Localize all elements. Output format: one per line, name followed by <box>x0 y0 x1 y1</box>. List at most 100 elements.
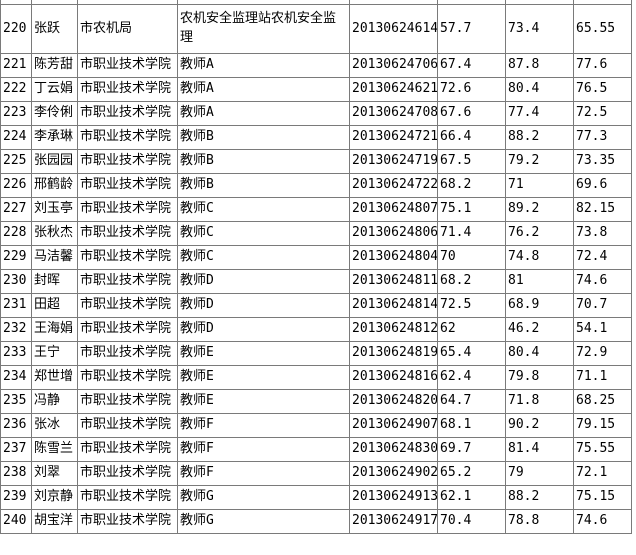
cell-position[interactable]: 教师A <box>177 53 350 78</box>
cell-position[interactable]: 教师F <box>177 437 350 462</box>
cell-exam-id[interactable]: 20130624830 <box>349 437 438 462</box>
cell-organization[interactable]: 市职业技术学院 <box>77 437 178 462</box>
cell-score-1[interactable]: 64.7 <box>437 389 506 414</box>
cell-score-3[interactable]: 72.1 <box>573 461 632 486</box>
cell-position[interactable]: 教师D <box>177 317 350 342</box>
cell-organization[interactable]: 市职业技术学院 <box>77 389 178 414</box>
cell-score-3[interactable]: 76.5 <box>573 77 632 102</box>
cell-exam-id[interactable]: 20130624721 <box>349 125 438 150</box>
cell-exam-id[interactable]: 20130624614 <box>349 4 438 54</box>
cell-score-1[interactable]: 62.4 <box>437 365 506 390</box>
cell-score-3[interactable]: 68.25 <box>573 389 632 414</box>
cell-score-1[interactable]: 75.1 <box>437 197 506 222</box>
cell-exam-id[interactable]: 20130624907 <box>349 413 438 438</box>
cell-exam-id[interactable]: 20130624812 <box>349 317 438 342</box>
cell-organization[interactable]: 市职业技术学院 <box>77 197 178 222</box>
cell-position[interactable]: 农机安全监理站农机安全监理 <box>177 4 350 54</box>
cell-name[interactable]: 王宁 <box>31 341 78 366</box>
cell-position[interactable]: 教师F <box>177 413 350 438</box>
cell-organization[interactable]: 市职业技术学院 <box>77 293 178 318</box>
cell-score-2[interactable]: 90.2 <box>505 413 574 438</box>
cell-score-3[interactable]: 70.7 <box>573 293 632 318</box>
cell-position[interactable]: 教师D <box>177 293 350 318</box>
cell-exam-id[interactable]: 20130624722 <box>349 173 438 198</box>
cell-exam-id[interactable]: 20130624806 <box>349 221 438 246</box>
cell-name[interactable]: 冯静 <box>31 389 78 414</box>
cell-organization[interactable]: 市职业技术学院 <box>77 125 178 150</box>
cell-score-2[interactable]: 77.4 <box>505 101 574 126</box>
cell-row-number[interactable]: 233 <box>0 341 32 366</box>
cell-score-3[interactable]: 77.3 <box>573 125 632 150</box>
cell-name[interactable]: 刘翠 <box>31 461 78 486</box>
cell-score-2[interactable]: 73.4 <box>505 4 574 54</box>
cell-score-1[interactable]: 62 <box>437 317 506 342</box>
cell-name[interactable]: 张冰 <box>31 413 78 438</box>
cell-name[interactable]: 胡宝洋 <box>31 509 78 534</box>
cell-organization[interactable]: 市职业技术学院 <box>77 269 178 294</box>
cell-score-3[interactable]: 77.6 <box>573 53 632 78</box>
cell-score-3[interactable]: 73.35 <box>573 149 632 174</box>
cell-organization[interactable]: 市职业技术学院 <box>77 77 178 102</box>
cell-row-number[interactable]: 228 <box>0 221 32 246</box>
cell-score-1[interactable]: 72.6 <box>437 77 506 102</box>
cell-score-3[interactable]: 72.5 <box>573 101 632 126</box>
cell-name[interactable]: 陈芳甜 <box>31 53 78 78</box>
cell-score-2[interactable]: 71.8 <box>505 389 574 414</box>
cell-score-2[interactable]: 79.8 <box>505 365 574 390</box>
cell-score-3[interactable]: 54.1 <box>573 317 632 342</box>
cell-score-3[interactable]: 72.4 <box>573 245 632 270</box>
cell-name[interactable]: 陈雪兰 <box>31 437 78 462</box>
cell-position[interactable]: 教师B <box>177 125 350 150</box>
cell-position[interactable]: 教师G <box>177 509 350 534</box>
cell-position[interactable]: 教师E <box>177 341 350 366</box>
cell-row-number[interactable]: 227 <box>0 197 32 222</box>
cell-position[interactable]: 教师A <box>177 101 350 126</box>
cell-score-1[interactable]: 69.7 <box>437 437 506 462</box>
cell-name[interactable]: 张园园 <box>31 149 78 174</box>
cell-name[interactable]: 李承琳 <box>31 125 78 150</box>
cell-score-1[interactable]: 66.4 <box>437 125 506 150</box>
cell-name[interactable]: 邢鹤龄 <box>31 173 78 198</box>
cell-score-3[interactable]: 65.55 <box>573 4 632 54</box>
cell-row-number[interactable]: 234 <box>0 365 32 390</box>
cell-score-2[interactable]: 87.8 <box>505 53 574 78</box>
cell-row-number[interactable]: 230 <box>0 269 32 294</box>
cell-position[interactable]: 教师A <box>177 77 350 102</box>
cell-score-2[interactable]: 88.2 <box>505 125 574 150</box>
cell-row-number[interactable]: 229 <box>0 245 32 270</box>
cell-score-3[interactable]: 74.6 <box>573 269 632 294</box>
cell-row-number[interactable]: 238 <box>0 461 32 486</box>
cell-position[interactable]: 教师D <box>177 269 350 294</box>
cell-row-number[interactable]: 225 <box>0 149 32 174</box>
cell-organization[interactable]: 市职业技术学院 <box>77 53 178 78</box>
cell-score-2[interactable]: 68.9 <box>505 293 574 318</box>
cell-score-2[interactable]: 89.2 <box>505 197 574 222</box>
cell-organization[interactable]: 市农机局 <box>77 4 178 54</box>
cell-exam-id[interactable]: 20130624917 <box>349 509 438 534</box>
cell-score-2[interactable]: 76.2 <box>505 221 574 246</box>
cell-organization[interactable]: 市职业技术学院 <box>77 413 178 438</box>
cell-organization[interactable]: 市职业技术学院 <box>77 173 178 198</box>
cell-name[interactable]: 张秋杰 <box>31 221 78 246</box>
cell-score-1[interactable]: 70 <box>437 245 506 270</box>
cell-exam-id[interactable]: 20130624706 <box>349 53 438 78</box>
cell-organization[interactable]: 市职业技术学院 <box>77 245 178 270</box>
cell-exam-id[interactable]: 20130624811 <box>349 269 438 294</box>
cell-score-1[interactable]: 70.4 <box>437 509 506 534</box>
cell-score-3[interactable]: 69.6 <box>573 173 632 198</box>
cell-score-1[interactable]: 57.7 <box>437 4 506 54</box>
cell-score-3[interactable]: 73.8 <box>573 221 632 246</box>
cell-exam-id[interactable]: 20130624820 <box>349 389 438 414</box>
cell-organization[interactable]: 市职业技术学院 <box>77 101 178 126</box>
cell-organization[interactable]: 市职业技术学院 <box>77 317 178 342</box>
cell-position[interactable]: 教师C <box>177 221 350 246</box>
cell-position[interactable]: 教师B <box>177 149 350 174</box>
cell-score-1[interactable]: 71.4 <box>437 221 506 246</box>
cell-score-1[interactable]: 65.2 <box>437 461 506 486</box>
cell-row-number[interactable]: 236 <box>0 413 32 438</box>
cell-score-1[interactable]: 68.1 <box>437 413 506 438</box>
cell-score-2[interactable]: 79 <box>505 461 574 486</box>
cell-exam-id[interactable]: 20130624621 <box>349 77 438 102</box>
cell-score-1[interactable]: 67.5 <box>437 149 506 174</box>
cell-score-2[interactable]: 74.8 <box>505 245 574 270</box>
